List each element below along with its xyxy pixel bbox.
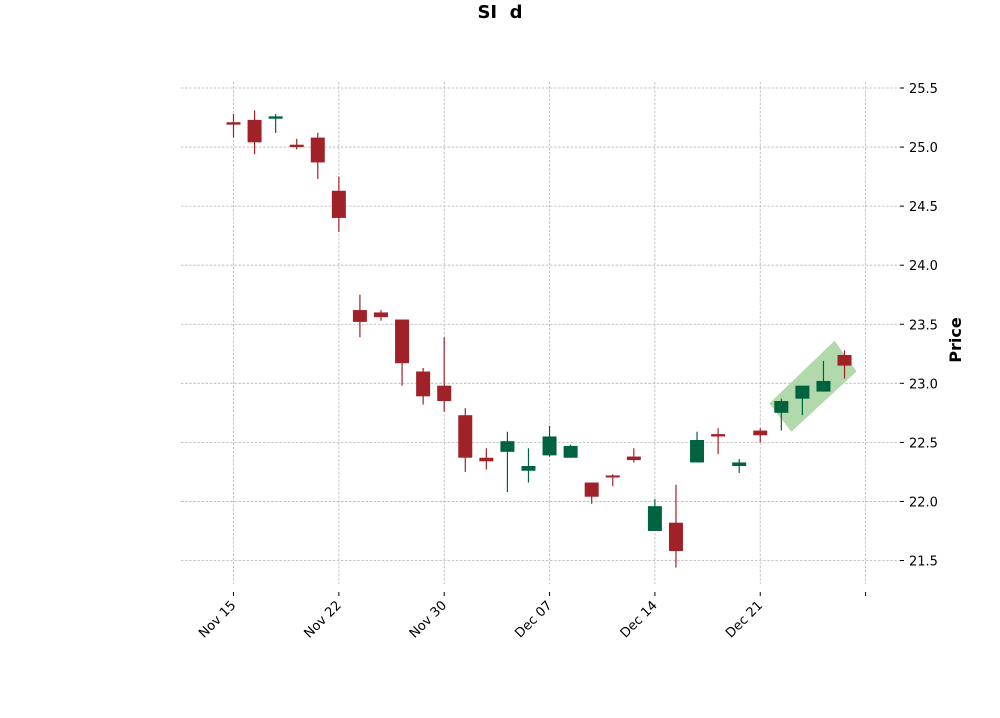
candles-layer: [226, 110, 852, 568]
candle-down: [458, 408, 473, 472]
y-tick-label: 22.0: [909, 495, 938, 510]
candle-up: [563, 444, 578, 458]
candle-up: [268, 113, 283, 133]
candle-body: [500, 441, 515, 452]
candle-body: [732, 462, 747, 466]
candle-body: [226, 122, 241, 125]
candle-body: [626, 456, 641, 461]
candle-body: [373, 312, 388, 318]
candle-body: [837, 354, 852, 366]
candle-down: [584, 482, 599, 504]
y-tick-label: 22.5: [909, 436, 938, 451]
x-tick-label: Dec 07: [512, 598, 555, 641]
candle-body: [563, 445, 578, 458]
x-axis: Nov 15 Nov 22 Nov 30 Dec 07 Dec 14 Dec 21: [196, 592, 867, 641]
candle-down: [668, 484, 683, 568]
candle-body: [753, 430, 768, 436]
candle-down: [416, 367, 431, 405]
candle-down: [352, 294, 367, 338]
candle-body: [542, 436, 557, 456]
candle-body: [395, 319, 410, 364]
candle-body: [268, 116, 283, 119]
candle-down: [226, 113, 241, 138]
x-tick-label: Nov 22: [302, 598, 345, 641]
y-axis: 21.5 22.0 22.5 23.0 23.5 24.0 24.5 25.0 25.5: [900, 82, 938, 570]
candle-down: [247, 110, 262, 155]
candle-up: [542, 425, 557, 457]
candle-down: [437, 337, 452, 412]
candle-up: [774, 398, 789, 431]
candle-body: [668, 522, 683, 552]
candle-up: [795, 385, 810, 416]
candle-down: [331, 176, 346, 233]
candle-body: [521, 466, 536, 471]
candle-body: [289, 144, 304, 148]
candle-body: [816, 380, 831, 392]
candle-body: [795, 385, 810, 399]
candle-down: [289, 138, 304, 150]
candle-body: [605, 475, 620, 478]
y-tick-label: 24.5: [909, 200, 938, 215]
candle-body: [352, 310, 367, 322]
candle-body: [310, 137, 325, 163]
candle-up: [690, 431, 705, 463]
candle-body: [774, 401, 789, 413]
x-tick-label: Nov 15: [196, 598, 239, 641]
candle-up: [816, 360, 831, 392]
candle-down: [605, 474, 620, 487]
x-tick-label: Dec 14: [618, 598, 661, 641]
candle-body: [458, 415, 473, 458]
candle-up: [521, 448, 536, 483]
y-tick-label: 23.5: [909, 318, 938, 333]
x-tick-label: Nov 30: [407, 598, 450, 641]
candle-body: [584, 482, 599, 497]
candle-body: [479, 457, 494, 462]
highlight-band: [769, 340, 857, 432]
candle-down: [837, 350, 852, 379]
y-tick-label: 24.0: [909, 259, 938, 274]
y-tick-label: 25.0: [909, 141, 938, 156]
y-tick-label: 23.0: [909, 377, 938, 392]
candle-body: [331, 190, 346, 218]
candle-up: [500, 431, 515, 492]
candle-body: [437, 385, 452, 402]
candle-body: [711, 434, 726, 437]
candle-down: [711, 428, 726, 455]
highlight-band-layer: [769, 340, 857, 432]
candle-down: [310, 132, 325, 179]
candle-down: [479, 448, 494, 470]
candle-down: [753, 428, 768, 443]
candle-body: [247, 119, 262, 143]
candle-up: [732, 458, 747, 474]
x-tick-label: Dec 21: [723, 598, 766, 641]
candle-down: [395, 319, 410, 386]
grid-layer: [181, 82, 900, 584]
candle-down: [626, 448, 641, 463]
candle-body: [647, 506, 662, 531]
y-tick-label: 25.5: [909, 82, 938, 97]
candle-up: [647, 499, 662, 531]
candle-body: [690, 440, 705, 463]
candle-down: [373, 310, 388, 321]
y-tick-label: 21.5: [909, 555, 938, 570]
chart-title: SI d: [477, 2, 523, 23]
y-axis-label: Price: [946, 317, 965, 363]
candle-body: [416, 371, 431, 397]
